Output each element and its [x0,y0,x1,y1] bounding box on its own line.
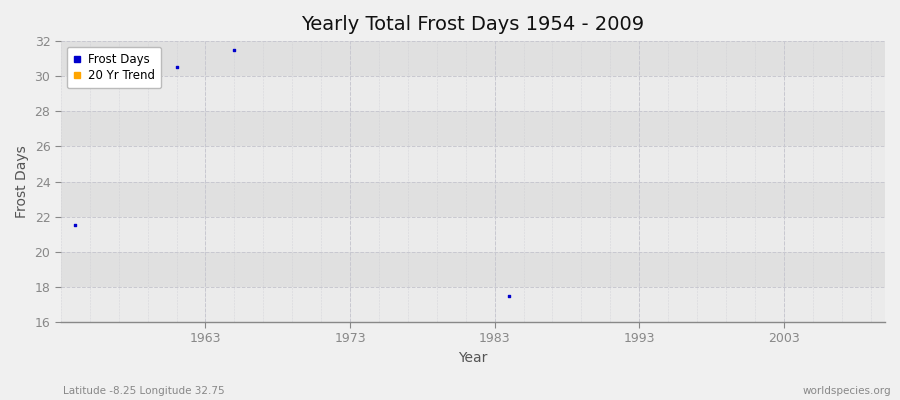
Point [227,47,241,53]
Legend: Frost Days, 20 Yr Trend: Frost Days, 20 Yr Trend [67,47,161,88]
Point [169,64,184,71]
X-axis label: Year: Year [458,351,488,365]
Bar [61,217,885,252]
Bar [61,182,885,217]
Bar [61,146,885,182]
Text: worldspecies.org: worldspecies.org [803,386,891,396]
Bar [61,252,885,287]
Text: Latitude -8.25 Longitude 32.75: Latitude -8.25 Longitude 32.75 [63,386,225,396]
Bar [61,41,885,76]
Bar [61,111,885,146]
Point [502,292,517,299]
Y-axis label: Frost Days: Frost Days [15,145,29,218]
Bar [61,76,885,111]
Bar [61,287,885,322]
Title: Yearly Total Frost Days 1954 - 2009: Yearly Total Frost Days 1954 - 2009 [302,15,644,34]
Point [68,222,83,229]
